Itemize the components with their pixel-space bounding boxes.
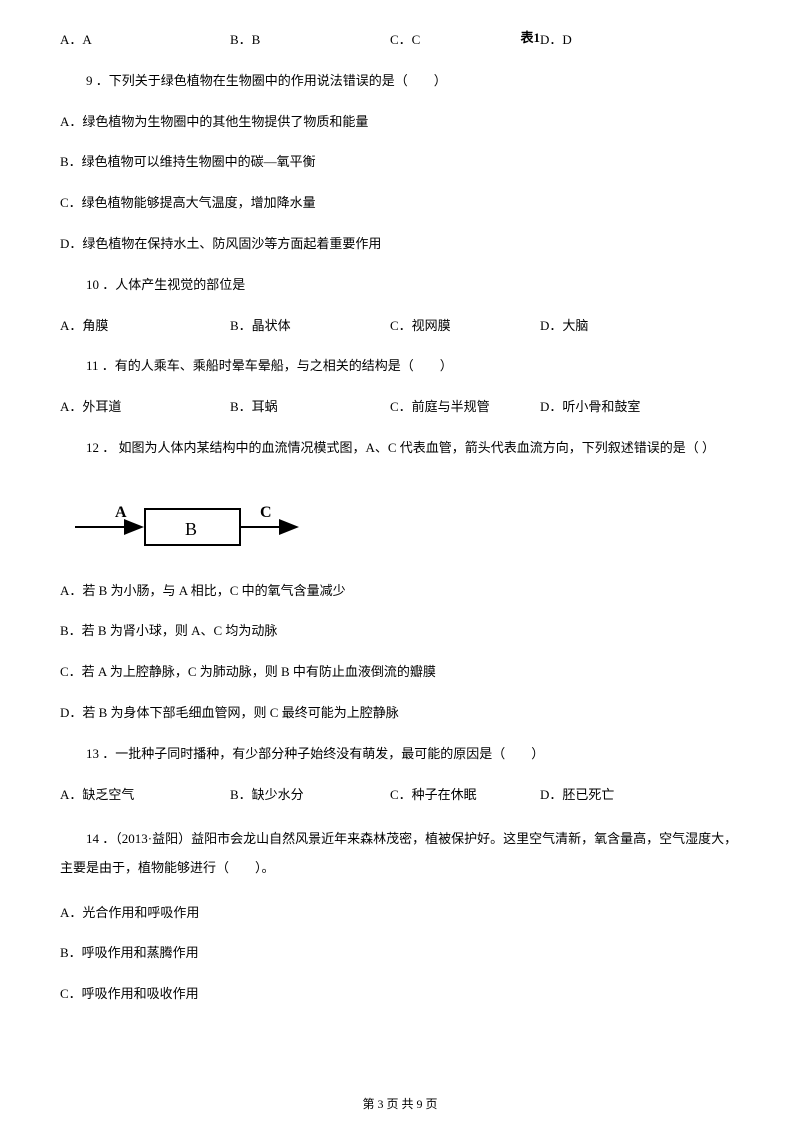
q10-option-d: D．大脑 <box>540 316 588 337</box>
diagram-label-c: C <box>260 504 272 521</box>
q10-stem: 10 ．人体产生视觉的部位是 <box>60 275 740 296</box>
q11-option-d: D．听小骨和鼓室 <box>540 397 640 418</box>
q13-option-a: A．缺乏空气 <box>60 785 230 806</box>
q9-option-b: B．绿色植物可以维持生物圈中的碳—氧平衡 <box>60 152 740 173</box>
q12-option-b: B．若 B 为肾小球，则 A、C 均为动脉 <box>60 621 740 642</box>
q14-option-b: B．呼吸作用和蒸腾作用 <box>60 943 740 964</box>
q8-option-d: D．D <box>540 30 572 51</box>
q10-option-b: B．晶状体 <box>230 316 390 337</box>
q14-option-c: C．呼吸作用和吸收作用 <box>60 984 740 1005</box>
q9-option-a: A．绿色植物为生物圈中的其他生物提供了物质和能量 <box>60 112 740 133</box>
q10-option-a: A．角膜 <box>60 316 230 337</box>
q13-option-b: B．缺少水分 <box>230 785 390 806</box>
q8-options-row: A．A B．B C．C D．D <box>60 30 740 51</box>
q11-stem: 11 ．有的人乘车、乘船时晕车晕船，与之相关的结构是（ ） <box>60 356 740 377</box>
q9-stem: 9 ．下列关于绿色植物在生物圈中的作用说法错误的是（ ） <box>60 71 740 92</box>
q10-options-row: A．角膜 B．晶状体 C．视网膜 D．大脑 <box>60 316 740 337</box>
q14-stem: 14 ．（2013·益阳）益阳市会龙山自然风景近年来森林茂密，植被保护好。这里空… <box>60 825 740 882</box>
q11-options-row: A．外耳道 B．耳蜗 C．前庭与半规管 D．听小骨和鼓室 <box>60 397 740 418</box>
q14-option-a: A．光合作用和呼吸作用 <box>60 903 740 924</box>
watermark-label: 表1 <box>520 28 540 49</box>
q12-option-d: D．若 B 为身体下部毛细血管网，则 C 最终可能为上腔静脉 <box>60 703 740 724</box>
q9-option-d: D．绿色植物在保持水土、防风固沙等方面起着重要作用 <box>60 234 740 255</box>
q13-option-c: C．种子在休眠 <box>390 785 540 806</box>
q12-option-a: A．若 B 为小肠，与 A 相比，C 中的氧气含量减少 <box>60 581 740 602</box>
q13-option-d: D．胚已死亡 <box>540 785 614 806</box>
q10-option-c: C．视网膜 <box>390 316 540 337</box>
q13-stem: 13 ．一批种子同时播种，有少部分种子始终没有萌发，最可能的原因是（ ） <box>60 744 740 765</box>
q8-option-c: C．C <box>390 30 540 51</box>
diagram-label-a: A <box>115 504 127 521</box>
q8-option-a: A．A <box>60 30 230 51</box>
q12-diagram: A B C <box>70 497 300 552</box>
q8-option-b: B．B <box>230 30 390 51</box>
q9-option-c: C．绿色植物能够提高大气温度，增加降水量 <box>60 193 740 214</box>
q11-option-a: A．外耳道 <box>60 397 230 418</box>
q12-stem: 12 ． 如图为人体内某结构中的血流情况模式图，A、C 代表血管，箭头代表血流方… <box>60 438 740 459</box>
q12-option-c: C．若 A 为上腔静脉，C 为肺动脉，则 B 中有防止血液倒流的瓣膜 <box>60 662 740 683</box>
q11-option-b: B．耳蜗 <box>230 397 390 418</box>
q11-option-c: C．前庭与半规管 <box>390 397 540 418</box>
q13-options-row: A．缺乏空气 B．缺少水分 C．种子在休眠 D．胚已死亡 <box>60 785 740 806</box>
diagram-label-b: B <box>185 519 197 539</box>
page-footer: 第 3 页 共 9 页 <box>0 1095 800 1114</box>
